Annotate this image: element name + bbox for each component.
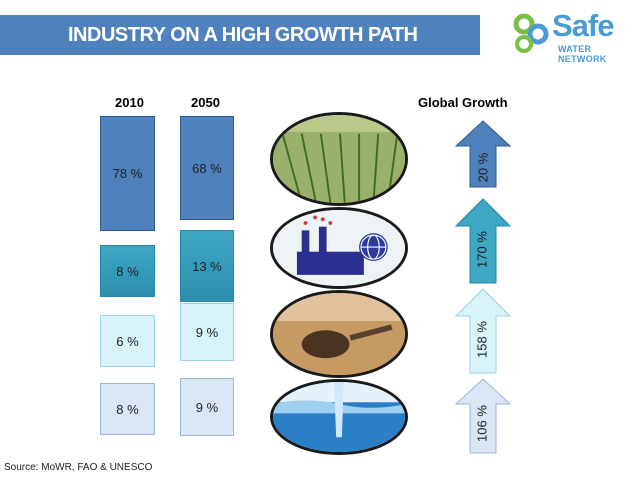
- factory-globe-photo: [270, 207, 408, 289]
- share-2050-agriculture: 68 %: [180, 116, 234, 220]
- share-2010-agriculture: 78 %: [100, 116, 155, 231]
- title-banner: [0, 15, 480, 55]
- source-note: Source: MoWR, FAO & UNESCO: [4, 462, 153, 473]
- growth-arrow-industry: [455, 198, 511, 284]
- column-header-global-growth: Global Growth: [418, 95, 508, 110]
- share-2010-other: 8 %: [100, 383, 155, 435]
- growth-label-domestic: 158 %: [474, 321, 490, 358]
- logo-subtitle: WATER NETWORK: [558, 44, 607, 64]
- growth-arrow-other: [455, 378, 511, 454]
- page-title: INDUSTRY ON A HIGH GROWTH PATH: [68, 24, 418, 46]
- column-header-2010: 2010: [115, 95, 144, 110]
- water-collection-photo: [270, 290, 408, 378]
- safe-water-network-logo: Safe WATER NETWORK: [512, 8, 634, 64]
- growth-label-industry: 170 %: [474, 231, 490, 268]
- crop-field-photo: [270, 112, 408, 206]
- growth-label-other: 106 %: [474, 405, 490, 442]
- logo-wordmark: Safe: [552, 8, 614, 43]
- water-splash-photo: [270, 379, 408, 455]
- share-2010-domestic: 6 %: [100, 315, 155, 367]
- growth-label-agriculture: 20 %: [475, 152, 491, 183]
- column-header-2050: 2050: [191, 95, 220, 110]
- growth-arrow-domestic: [455, 288, 511, 374]
- share-2050-industry: 13 %: [180, 230, 234, 302]
- growth-arrow-agriculture: [455, 120, 511, 188]
- water-drops-icon: [513, 13, 549, 53]
- share-2050-other: 9 %: [180, 378, 234, 436]
- share-2050-domestic: 9 %: [180, 303, 234, 361]
- share-2010-industry: 8 %: [100, 245, 155, 297]
